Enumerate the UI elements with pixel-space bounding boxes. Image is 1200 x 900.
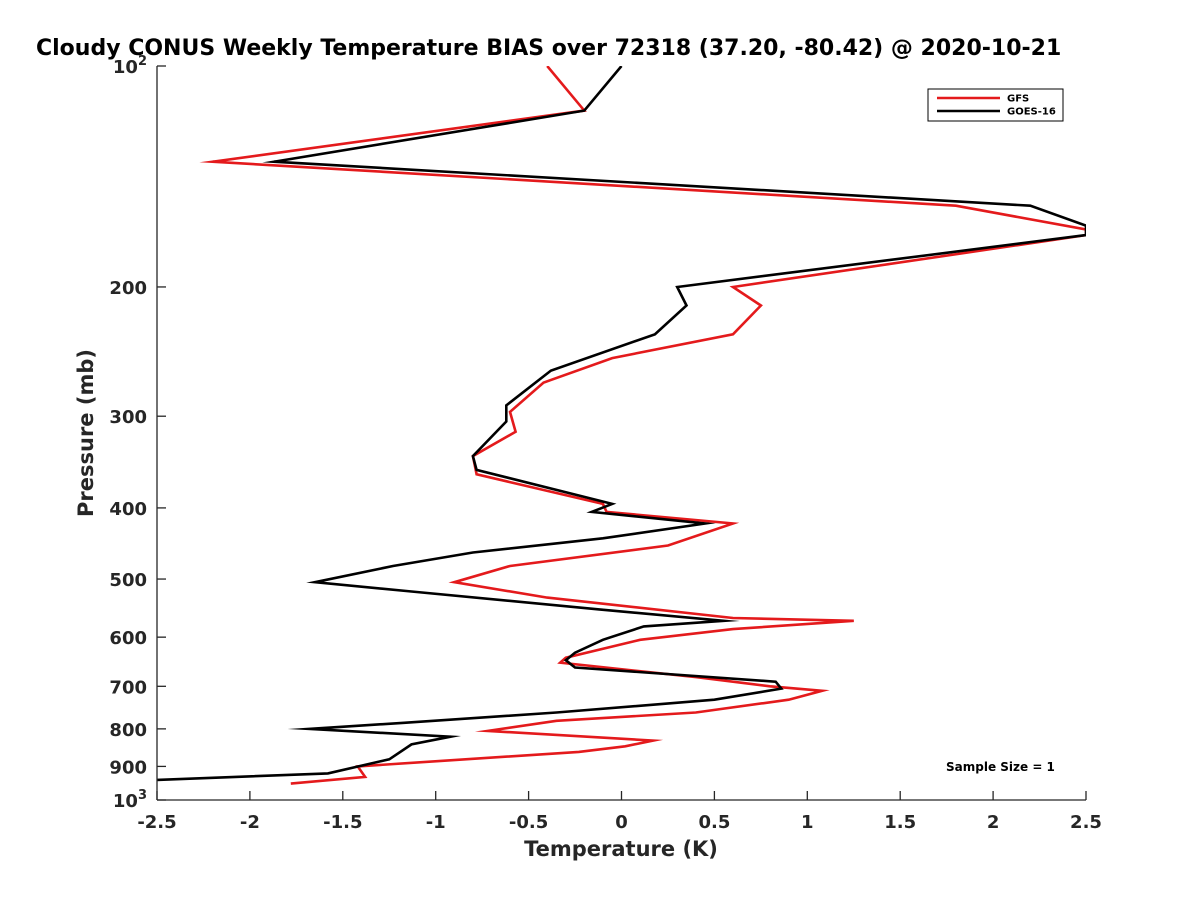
y-tick-label: 800 <box>109 720 147 741</box>
y-tick-label: 400 <box>109 499 147 520</box>
y-tick-label: 200 <box>109 278 147 299</box>
x-tick-label: 0.5 <box>698 812 730 833</box>
y-tick-label-exponent: 2 <box>138 54 147 69</box>
x-tick-label: 1 <box>801 812 814 833</box>
y-tick-label: 600 <box>109 628 147 649</box>
legend-label: GFS <box>1007 94 1029 105</box>
y-tick-label-exponent: 3 <box>138 788 147 803</box>
x-tick-label: 1.5 <box>884 812 916 833</box>
series-layer <box>157 66 1086 785</box>
y-axis-label: Pressure (mb) <box>74 349 98 517</box>
plot-area: -2.5 -2 -1.5 -1 -0.5 0 0.5 1 1.5 2 2.5 10220030040… <box>109 54 1102 833</box>
x-axis-label: Temperature (K) <box>524 837 718 861</box>
x-tick-label: 0 <box>615 812 628 833</box>
x-tick-label: -1 <box>426 812 446 833</box>
y-tick-label: 900 <box>109 757 147 778</box>
legend-items: GFS GOES-16 <box>937 94 1056 118</box>
x-tick-label: -1.5 <box>323 812 362 833</box>
legend: GFS GOES-16 <box>927 88 1064 122</box>
y-tick-label: 300 <box>109 407 147 428</box>
x-tick-label: -0.5 <box>509 812 548 833</box>
y-tick-label-base: 10 <box>113 57 138 78</box>
y-tick-label: 500 <box>109 570 147 591</box>
y-tick-label: 102 <box>113 54 147 78</box>
x-tick-label: -2 <box>240 812 260 833</box>
series-line-gfs <box>199 66 1086 785</box>
sample-size-annotation: Sample Size = 1 <box>946 760 1055 774</box>
x-axis-ticks: -2.5 -2 -1.5 -1 -0.5 0 0.5 1 1.5 2 2.5 <box>137 791 1102 833</box>
series-line-goes-16 <box>157 66 1086 782</box>
legend-label: GOES-16 <box>1007 107 1056 118</box>
y-tick-label-base: 10 <box>113 791 138 812</box>
chart-title: Cloudy CONUS Weekly Temperature BIAS ove… <box>36 36 1061 61</box>
y-tick-label: 700 <box>109 677 147 698</box>
y-tick-label: 103 <box>113 788 147 812</box>
legend-box <box>927 88 1064 122</box>
x-tick-label: 2.5 <box>1070 812 1102 833</box>
x-tick-label: -2.5 <box>137 812 176 833</box>
x-tick-label: 2 <box>987 812 1000 833</box>
